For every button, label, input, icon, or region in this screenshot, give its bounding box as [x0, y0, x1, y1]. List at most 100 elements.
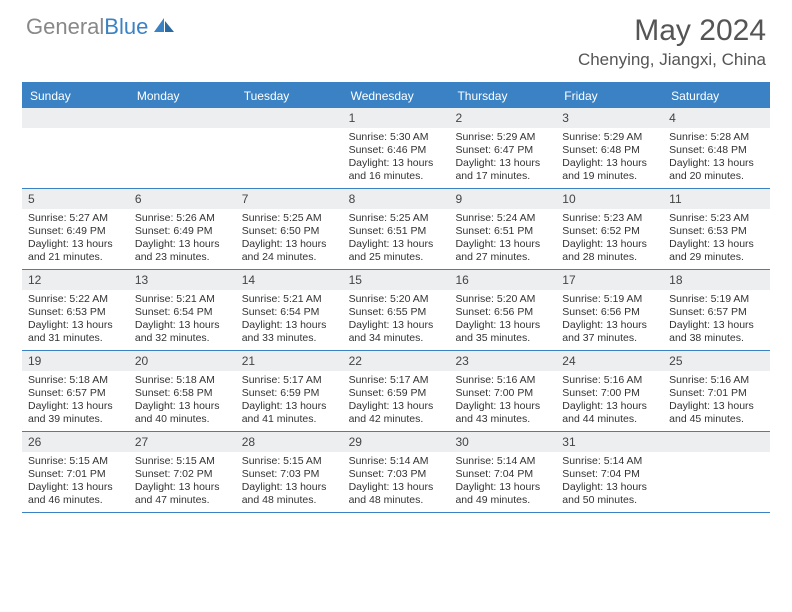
day-cell-24: 24Sunrise: 5:16 AMSunset: 7:00 PMDayligh…	[556, 351, 663, 431]
day-details: Sunrise: 5:23 AMSunset: 6:53 PMDaylight:…	[663, 209, 770, 269]
day-details: Sunrise: 5:27 AMSunset: 6:49 PMDaylight:…	[22, 209, 129, 269]
day-cell-5: 5Sunrise: 5:27 AMSunset: 6:49 PMDaylight…	[22, 189, 129, 269]
day-cell-21: 21Sunrise: 5:17 AMSunset: 6:59 PMDayligh…	[236, 351, 343, 431]
day-number: 30	[449, 432, 556, 452]
day-cell-14: 14Sunrise: 5:21 AMSunset: 6:54 PMDayligh…	[236, 270, 343, 350]
day-details: Sunrise: 5:17 AMSunset: 6:59 PMDaylight:…	[343, 371, 450, 431]
day-details: Sunrise: 5:17 AMSunset: 6:59 PMDaylight:…	[236, 371, 343, 431]
day-cell-empty	[663, 432, 770, 512]
day-details: Sunrise: 5:15 AMSunset: 7:01 PMDaylight:…	[22, 452, 129, 512]
day-number: 10	[556, 189, 663, 209]
day-number: 6	[129, 189, 236, 209]
day-details: Sunrise: 5:23 AMSunset: 6:52 PMDaylight:…	[556, 209, 663, 269]
day-cell-empty	[129, 108, 236, 188]
day-cell-4: 4Sunrise: 5:28 AMSunset: 6:48 PMDaylight…	[663, 108, 770, 188]
day-number: 1	[343, 108, 450, 128]
day-cell-23: 23Sunrise: 5:16 AMSunset: 7:00 PMDayligh…	[449, 351, 556, 431]
day-details: Sunrise: 5:26 AMSunset: 6:49 PMDaylight:…	[129, 209, 236, 269]
day-number: 9	[449, 189, 556, 209]
day-number: 12	[22, 270, 129, 290]
day-cell-empty	[22, 108, 129, 188]
day-number-empty	[663, 432, 770, 452]
dow-tuesday: Tuesday	[236, 84, 343, 108]
dow-sunday: Sunday	[22, 84, 129, 108]
day-details: Sunrise: 5:24 AMSunset: 6:51 PMDaylight:…	[449, 209, 556, 269]
day-cell-31: 31Sunrise: 5:14 AMSunset: 7:04 PMDayligh…	[556, 432, 663, 512]
day-number: 5	[22, 189, 129, 209]
week-row: 19Sunrise: 5:18 AMSunset: 6:57 PMDayligh…	[22, 351, 770, 432]
day-cell-27: 27Sunrise: 5:15 AMSunset: 7:02 PMDayligh…	[129, 432, 236, 512]
location: Chenying, Jiangxi, China	[578, 50, 766, 70]
day-details: Sunrise: 5:14 AMSunset: 7:03 PMDaylight:…	[343, 452, 450, 512]
week-row: 5Sunrise: 5:27 AMSunset: 6:49 PMDaylight…	[22, 189, 770, 270]
day-details: Sunrise: 5:19 AMSunset: 6:57 PMDaylight:…	[663, 290, 770, 350]
day-number: 21	[236, 351, 343, 371]
day-cell-8: 8Sunrise: 5:25 AMSunset: 6:51 PMDaylight…	[343, 189, 450, 269]
day-cell-16: 16Sunrise: 5:20 AMSunset: 6:56 PMDayligh…	[449, 270, 556, 350]
day-number-empty	[22, 108, 129, 128]
day-details: Sunrise: 5:19 AMSunset: 6:56 PMDaylight:…	[556, 290, 663, 350]
day-cell-25: 25Sunrise: 5:16 AMSunset: 7:01 PMDayligh…	[663, 351, 770, 431]
day-cell-1: 1Sunrise: 5:30 AMSunset: 6:46 PMDaylight…	[343, 108, 450, 188]
title-block: May 2024 Chenying, Jiangxi, China	[578, 14, 766, 70]
day-number: 17	[556, 270, 663, 290]
day-number: 15	[343, 270, 450, 290]
day-details: Sunrise: 5:16 AMSunset: 7:00 PMDaylight:…	[449, 371, 556, 431]
day-details: Sunrise: 5:18 AMSunset: 6:57 PMDaylight:…	[22, 371, 129, 431]
week-row: 1Sunrise: 5:30 AMSunset: 6:46 PMDaylight…	[22, 108, 770, 189]
day-details: Sunrise: 5:22 AMSunset: 6:53 PMDaylight:…	[22, 290, 129, 350]
day-number: 26	[22, 432, 129, 452]
dow-thursday: Thursday	[449, 84, 556, 108]
day-cell-26: 26Sunrise: 5:15 AMSunset: 7:01 PMDayligh…	[22, 432, 129, 512]
day-details: Sunrise: 5:15 AMSunset: 7:03 PMDaylight:…	[236, 452, 343, 512]
day-details: Sunrise: 5:20 AMSunset: 6:56 PMDaylight:…	[449, 290, 556, 350]
dow-saturday: Saturday	[663, 84, 770, 108]
day-cell-12: 12Sunrise: 5:22 AMSunset: 6:53 PMDayligh…	[22, 270, 129, 350]
day-number: 20	[129, 351, 236, 371]
day-number: 14	[236, 270, 343, 290]
weeks-container: 1Sunrise: 5:30 AMSunset: 6:46 PMDaylight…	[22, 108, 770, 513]
day-cell-20: 20Sunrise: 5:18 AMSunset: 6:58 PMDayligh…	[129, 351, 236, 431]
day-cell-7: 7Sunrise: 5:25 AMSunset: 6:50 PMDaylight…	[236, 189, 343, 269]
day-number: 19	[22, 351, 129, 371]
week-row: 26Sunrise: 5:15 AMSunset: 7:01 PMDayligh…	[22, 432, 770, 513]
day-details: Sunrise: 5:29 AMSunset: 6:47 PMDaylight:…	[449, 128, 556, 188]
day-cell-17: 17Sunrise: 5:19 AMSunset: 6:56 PMDayligh…	[556, 270, 663, 350]
day-number: 29	[343, 432, 450, 452]
brand-part2: Blue	[104, 14, 148, 40]
day-number: 3	[556, 108, 663, 128]
day-number-empty	[236, 108, 343, 128]
day-number: 22	[343, 351, 450, 371]
day-details: Sunrise: 5:20 AMSunset: 6:55 PMDaylight:…	[343, 290, 450, 350]
day-details: Sunrise: 5:25 AMSunset: 6:51 PMDaylight:…	[343, 209, 450, 269]
day-details: Sunrise: 5:28 AMSunset: 6:48 PMDaylight:…	[663, 128, 770, 188]
day-cell-3: 3Sunrise: 5:29 AMSunset: 6:48 PMDaylight…	[556, 108, 663, 188]
brand-part1: General	[26, 14, 104, 40]
day-details: Sunrise: 5:16 AMSunset: 7:01 PMDaylight:…	[663, 371, 770, 431]
day-cell-29: 29Sunrise: 5:14 AMSunset: 7:03 PMDayligh…	[343, 432, 450, 512]
day-number-empty	[129, 108, 236, 128]
day-number: 16	[449, 270, 556, 290]
day-number: 18	[663, 270, 770, 290]
day-number: 28	[236, 432, 343, 452]
sail-icon	[152, 14, 176, 40]
day-number: 24	[556, 351, 663, 371]
day-number: 27	[129, 432, 236, 452]
day-cell-30: 30Sunrise: 5:14 AMSunset: 7:04 PMDayligh…	[449, 432, 556, 512]
day-number: 11	[663, 189, 770, 209]
day-cell-9: 9Sunrise: 5:24 AMSunset: 6:51 PMDaylight…	[449, 189, 556, 269]
day-details: Sunrise: 5:18 AMSunset: 6:58 PMDaylight:…	[129, 371, 236, 431]
day-cell-2: 2Sunrise: 5:29 AMSunset: 6:47 PMDaylight…	[449, 108, 556, 188]
dow-friday: Friday	[556, 84, 663, 108]
day-details: Sunrise: 5:16 AMSunset: 7:00 PMDaylight:…	[556, 371, 663, 431]
week-row: 12Sunrise: 5:22 AMSunset: 6:53 PMDayligh…	[22, 270, 770, 351]
day-details: Sunrise: 5:29 AMSunset: 6:48 PMDaylight:…	[556, 128, 663, 188]
day-cell-6: 6Sunrise: 5:26 AMSunset: 6:49 PMDaylight…	[129, 189, 236, 269]
calendar: SundayMondayTuesdayWednesdayThursdayFrid…	[22, 82, 770, 513]
day-details: Sunrise: 5:21 AMSunset: 6:54 PMDaylight:…	[129, 290, 236, 350]
brand-logo: GeneralBlue	[26, 14, 176, 40]
day-details: Sunrise: 5:14 AMSunset: 7:04 PMDaylight:…	[556, 452, 663, 512]
day-number: 8	[343, 189, 450, 209]
day-number: 13	[129, 270, 236, 290]
day-number: 7	[236, 189, 343, 209]
